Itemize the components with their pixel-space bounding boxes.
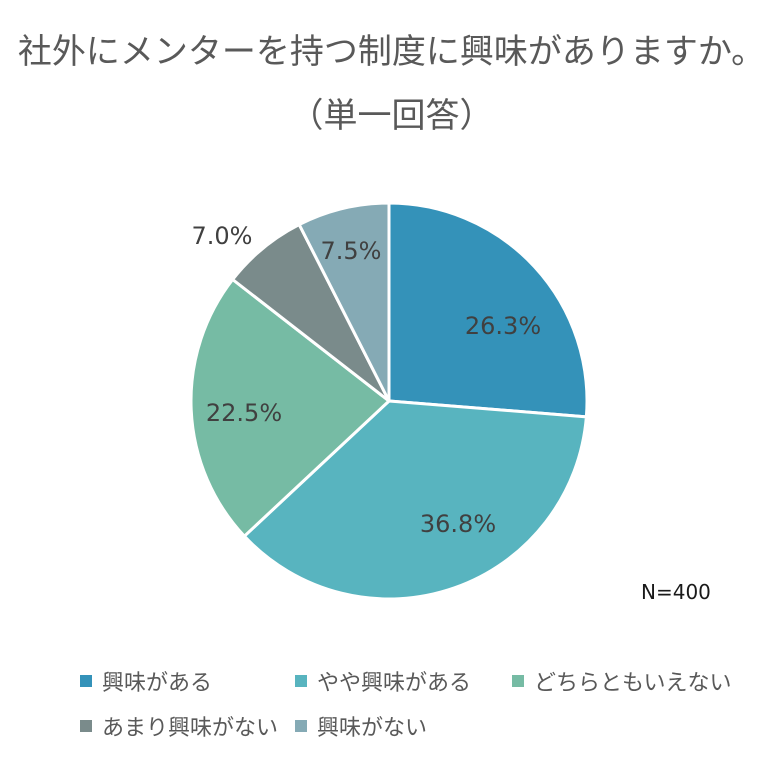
chart-title: 社外にメンターを持つ制度に興味がありますか。 [17,32,766,72]
data-label-1: 36.8% [420,510,496,538]
pie-slice-4 [297,201,391,403]
legend-item-0: 興味がある [80,665,212,697]
data-label-3: 7.0% [192,222,253,250]
pie-slice-1 [242,399,588,601]
legend-item-2: どちらともいえない [512,665,732,697]
data-label-4: 7.5% [321,237,382,265]
pie-slice-2 [189,278,391,538]
legend-label-1: やや興味がある [317,671,472,696]
data-label-2: 22.5% [206,399,282,427]
sample-size-label: N=400 [641,580,711,604]
legend-swatch-4 [295,720,307,732]
legend-swatch-3 [80,720,92,732]
legend-swatch-0 [80,675,92,687]
data-label-0: 26.3% [465,312,541,340]
legend-swatch-1 [295,675,307,687]
legend-swatch-2 [512,675,524,687]
legend-item-4: 興味がない [295,710,427,742]
legend-item-3: あまり興味がない [80,710,278,742]
legend-label-4: 興味がない [317,716,428,741]
legend-item-1: やや興味がある [295,665,471,697]
pie-slice-0 [387,201,589,419]
chart-subtitle: （単一回答） [289,96,494,136]
legend-label-0: 興味がある [102,671,213,696]
legend-label-3: あまり興味がない [102,716,279,741]
legend-label-2: どちらともいえない [534,671,732,696]
